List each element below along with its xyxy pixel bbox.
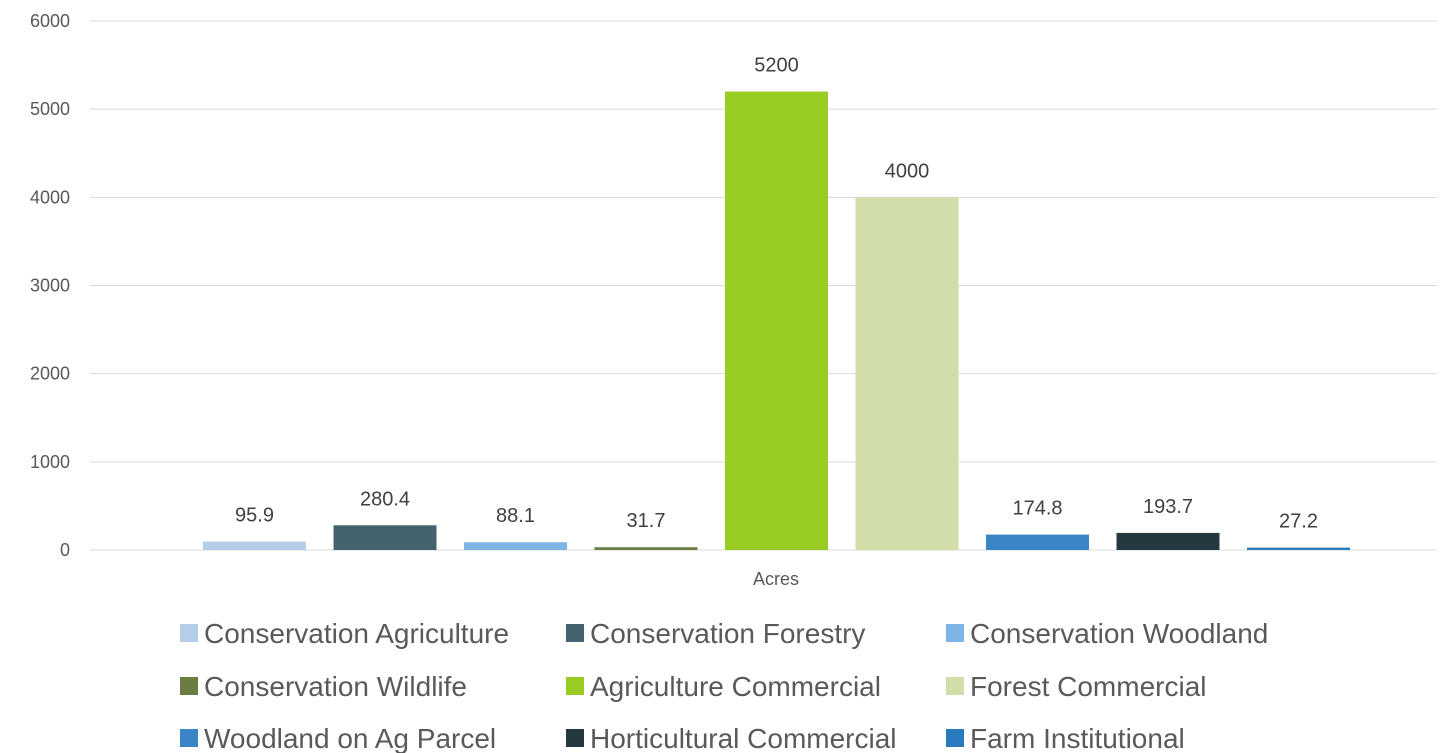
legend-swatch [180, 677, 198, 695]
data-label: 95.9 [235, 505, 274, 527]
legend-label: Horticultural Commercial [590, 723, 897, 753]
bar [986, 534, 1089, 550]
y-tick-label: 3000 [30, 276, 70, 296]
bars [203, 91, 1350, 551]
data-label: 31.7 [627, 510, 666, 532]
legend-label: Farm Institutional [970, 723, 1185, 753]
data-label: 88.1 [496, 505, 535, 527]
bar [464, 542, 567, 550]
data-label: 27.2 [1279, 511, 1318, 533]
y-tick-label: 5000 [30, 99, 70, 119]
legend-swatch [946, 624, 964, 642]
y-tick-label: 6000 [30, 11, 70, 31]
legend-swatch [566, 729, 584, 747]
data-label: 174.8 [1012, 498, 1062, 520]
legend-label: Conservation Wildlife [204, 671, 467, 702]
data-label: 4000 [885, 160, 930, 182]
legend-swatch [180, 729, 198, 747]
legend-label: Conservation Forestry [590, 618, 865, 649]
y-tick-label: 1000 [30, 452, 70, 472]
bar [203, 541, 306, 550]
legend-label: Woodland on Ag Parcel [204, 723, 496, 753]
legend-label: Conservation Agriculture [204, 618, 509, 649]
legend: Conservation Agriculture Conservation For… [180, 618, 1268, 753]
legend-swatch [946, 729, 964, 747]
legend-label: Forest Commercial [970, 671, 1206, 702]
y-tick-label: 0 [60, 540, 70, 560]
legend-swatch [566, 677, 584, 695]
y-tick-label: 2000 [30, 364, 70, 384]
legend-label: Agriculture Commercial [590, 671, 881, 702]
bar [333, 525, 437, 550]
legend-swatch [566, 624, 584, 642]
y-tick-label: 4000 [30, 187, 70, 207]
data-label: 193.7 [1143, 496, 1193, 518]
data-label: 280.4 [360, 488, 410, 510]
data-labels: 95.9 280.4 88.1 31.7 5200 4000 174.8 193.7 27.2 [235, 55, 1318, 533]
legend-swatch [946, 677, 964, 695]
bar [594, 547, 698, 550]
legend-swatch [180, 624, 198, 642]
legend-label: Conservation Woodland [970, 618, 1268, 649]
bar [1247, 547, 1350, 550]
y-axis-tick-labels: 0 1000 2000 3000 4000 5000 6000 [30, 11, 70, 560]
data-label: 5200 [754, 55, 799, 77]
bar [725, 91, 828, 551]
bar [855, 197, 959, 551]
bar [1116, 532, 1220, 550]
x-axis-title: Acres [753, 569, 799, 589]
